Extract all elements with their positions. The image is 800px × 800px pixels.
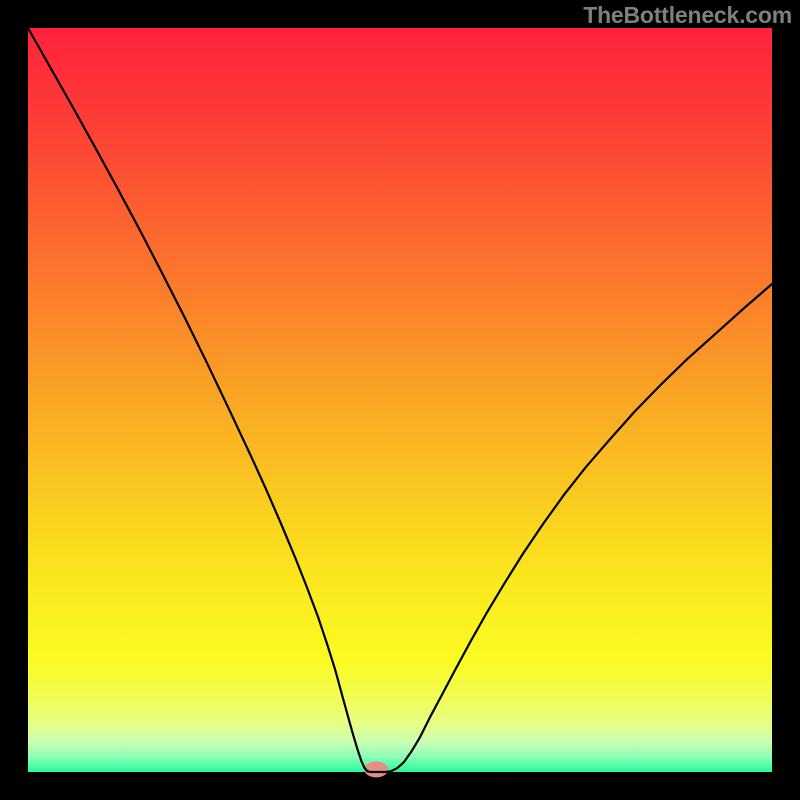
chart-container: TheBottleneck.com	[0, 0, 800, 800]
plot-background-gradient	[28, 28, 772, 772]
watermark-text: TheBottleneck.com	[583, 2, 792, 29]
valley-marker	[364, 761, 388, 777]
chart-svg	[0, 0, 800, 800]
